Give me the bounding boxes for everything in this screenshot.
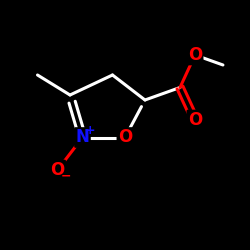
Text: +: + bbox=[84, 124, 95, 136]
Text: O: O bbox=[118, 128, 132, 146]
Text: −: − bbox=[60, 169, 71, 182]
Text: O: O bbox=[188, 111, 202, 129]
Text: O: O bbox=[50, 161, 64, 179]
Text: N: N bbox=[76, 128, 90, 146]
Text: O: O bbox=[188, 46, 202, 64]
